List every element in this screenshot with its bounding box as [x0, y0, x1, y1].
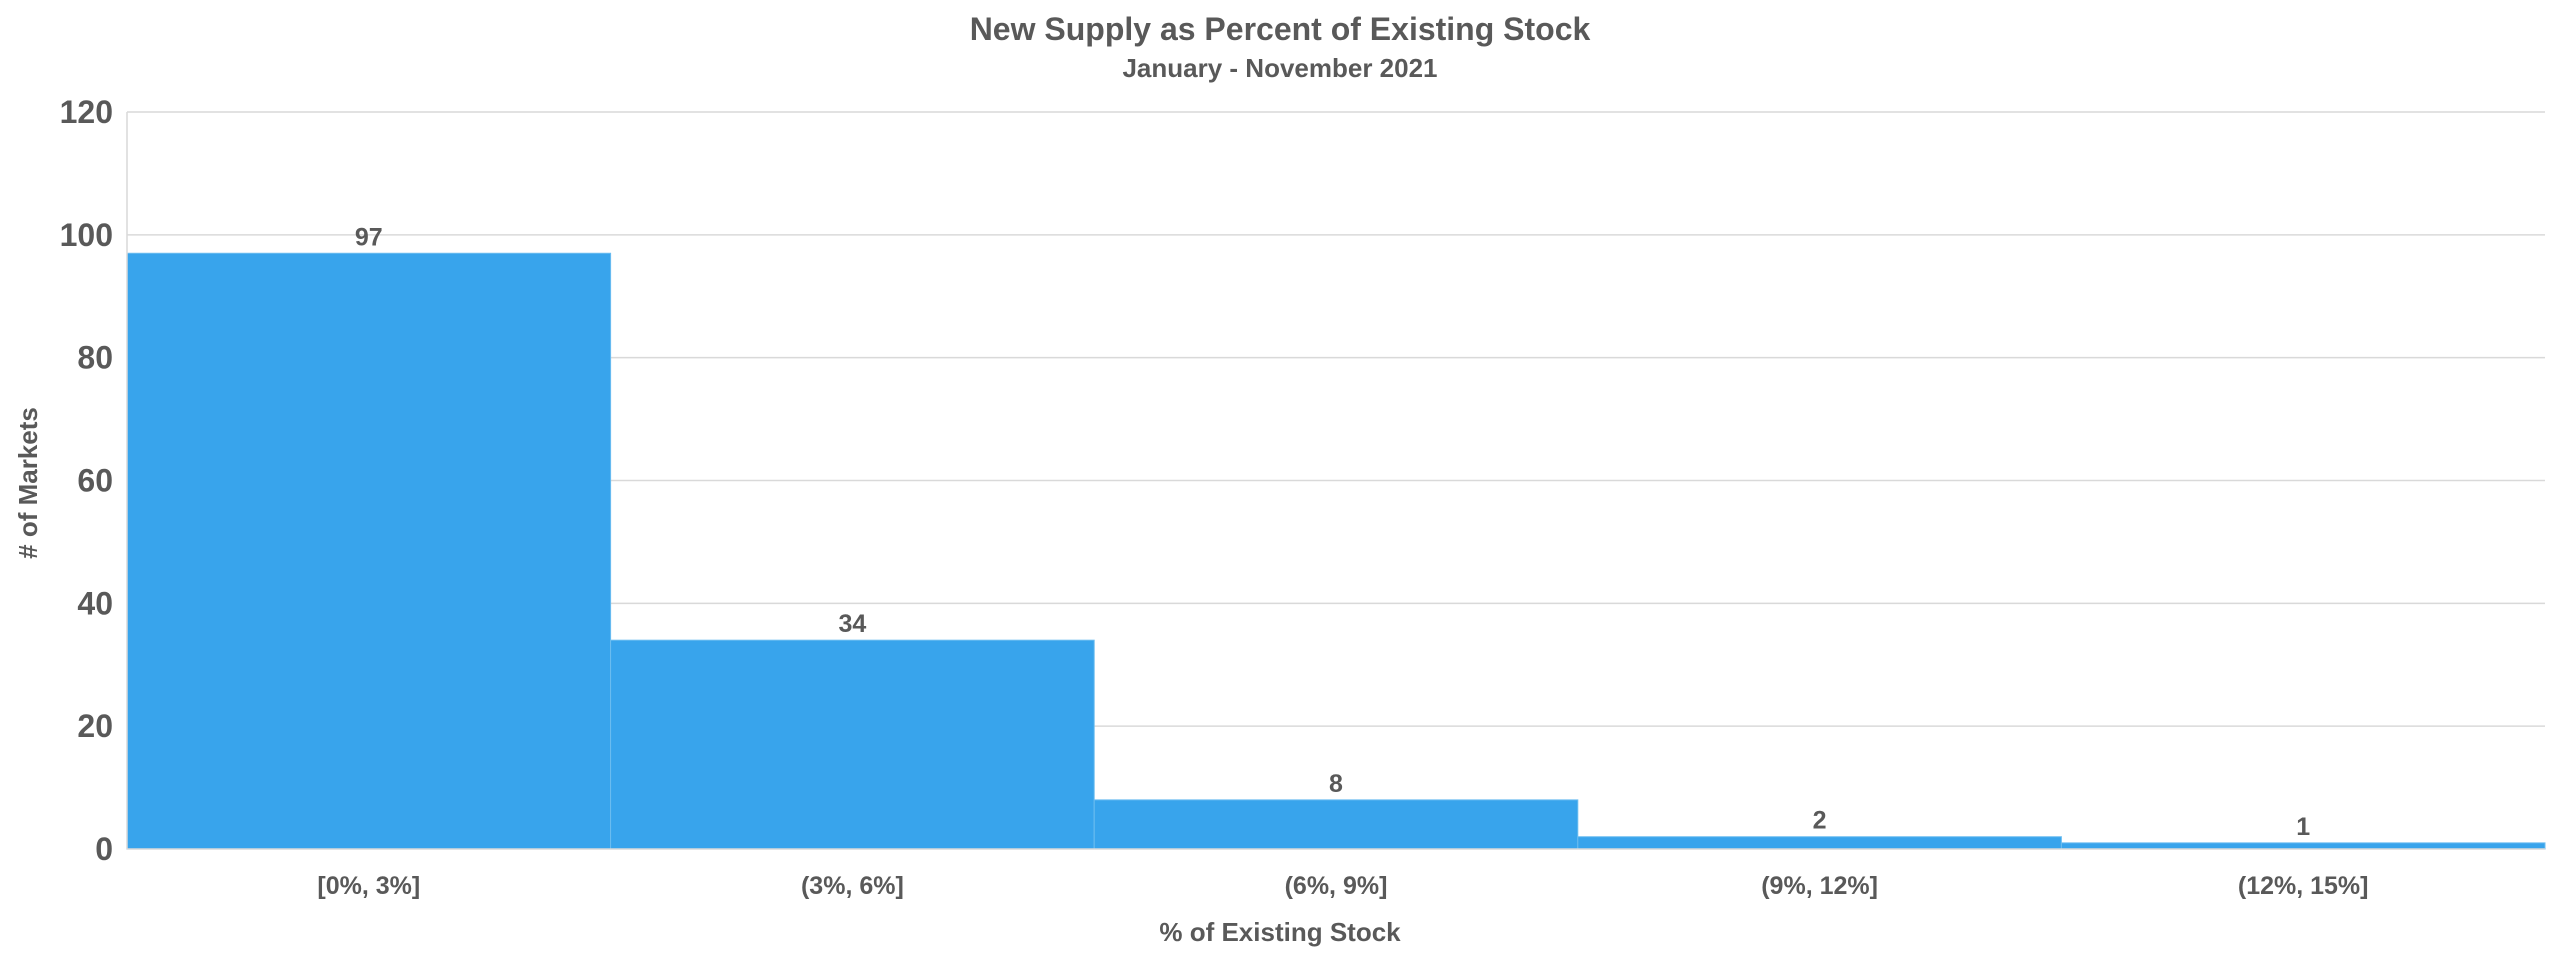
bar	[1093, 799, 1579, 850]
chart-subtitle: January - November 2021	[1122, 53, 1437, 83]
bars	[126, 252, 2546, 850]
bar	[1577, 836, 2062, 850]
bar-data-label: 2	[1813, 807, 1827, 835]
bar-data-label: 8	[1329, 770, 1343, 798]
x-tick-label: (3%, 6%]	[801, 872, 904, 900]
chart-title: New Supply as Percent of Existing Stock	[970, 11, 1591, 47]
x-axis-ticks: [0%, 3%] (3%, 6%] (6%, 9%] (9%, 12%] (12%, 1…	[317, 872, 2368, 900]
y-tick-label: 120	[60, 94, 113, 130]
y-tick-label: 60	[77, 463, 113, 499]
y-axis-ticks: 0 20 40 60 80 100 120	[60, 94, 113, 867]
bar	[126, 252, 612, 850]
bar-data-label: 34	[838, 610, 866, 638]
bar-data-label: 1	[2296, 813, 2310, 841]
x-tick-label: (9%, 12%]	[1761, 872, 1878, 900]
x-tick-label: (6%, 9%]	[1285, 872, 1388, 900]
y-axis-label: # of Markets	[13, 407, 43, 559]
y-tick-label: 40	[77, 585, 113, 621]
y-tick-label: 80	[77, 340, 113, 376]
y-tick-label: 0	[95, 831, 113, 867]
bar-data-labels: 97 34 8 2 1	[355, 223, 2310, 841]
x-tick-label: (12%, 15%]	[2238, 872, 2369, 900]
bar	[610, 639, 1095, 850]
y-tick-label: 100	[60, 217, 113, 253]
x-axis-label: % of Existing Stock	[1159, 917, 1401, 947]
x-tick-label: [0%, 3%]	[317, 872, 420, 900]
y-tick-label: 20	[77, 708, 113, 744]
bar	[2060, 842, 2546, 850]
bar-data-label: 97	[355, 223, 383, 251]
